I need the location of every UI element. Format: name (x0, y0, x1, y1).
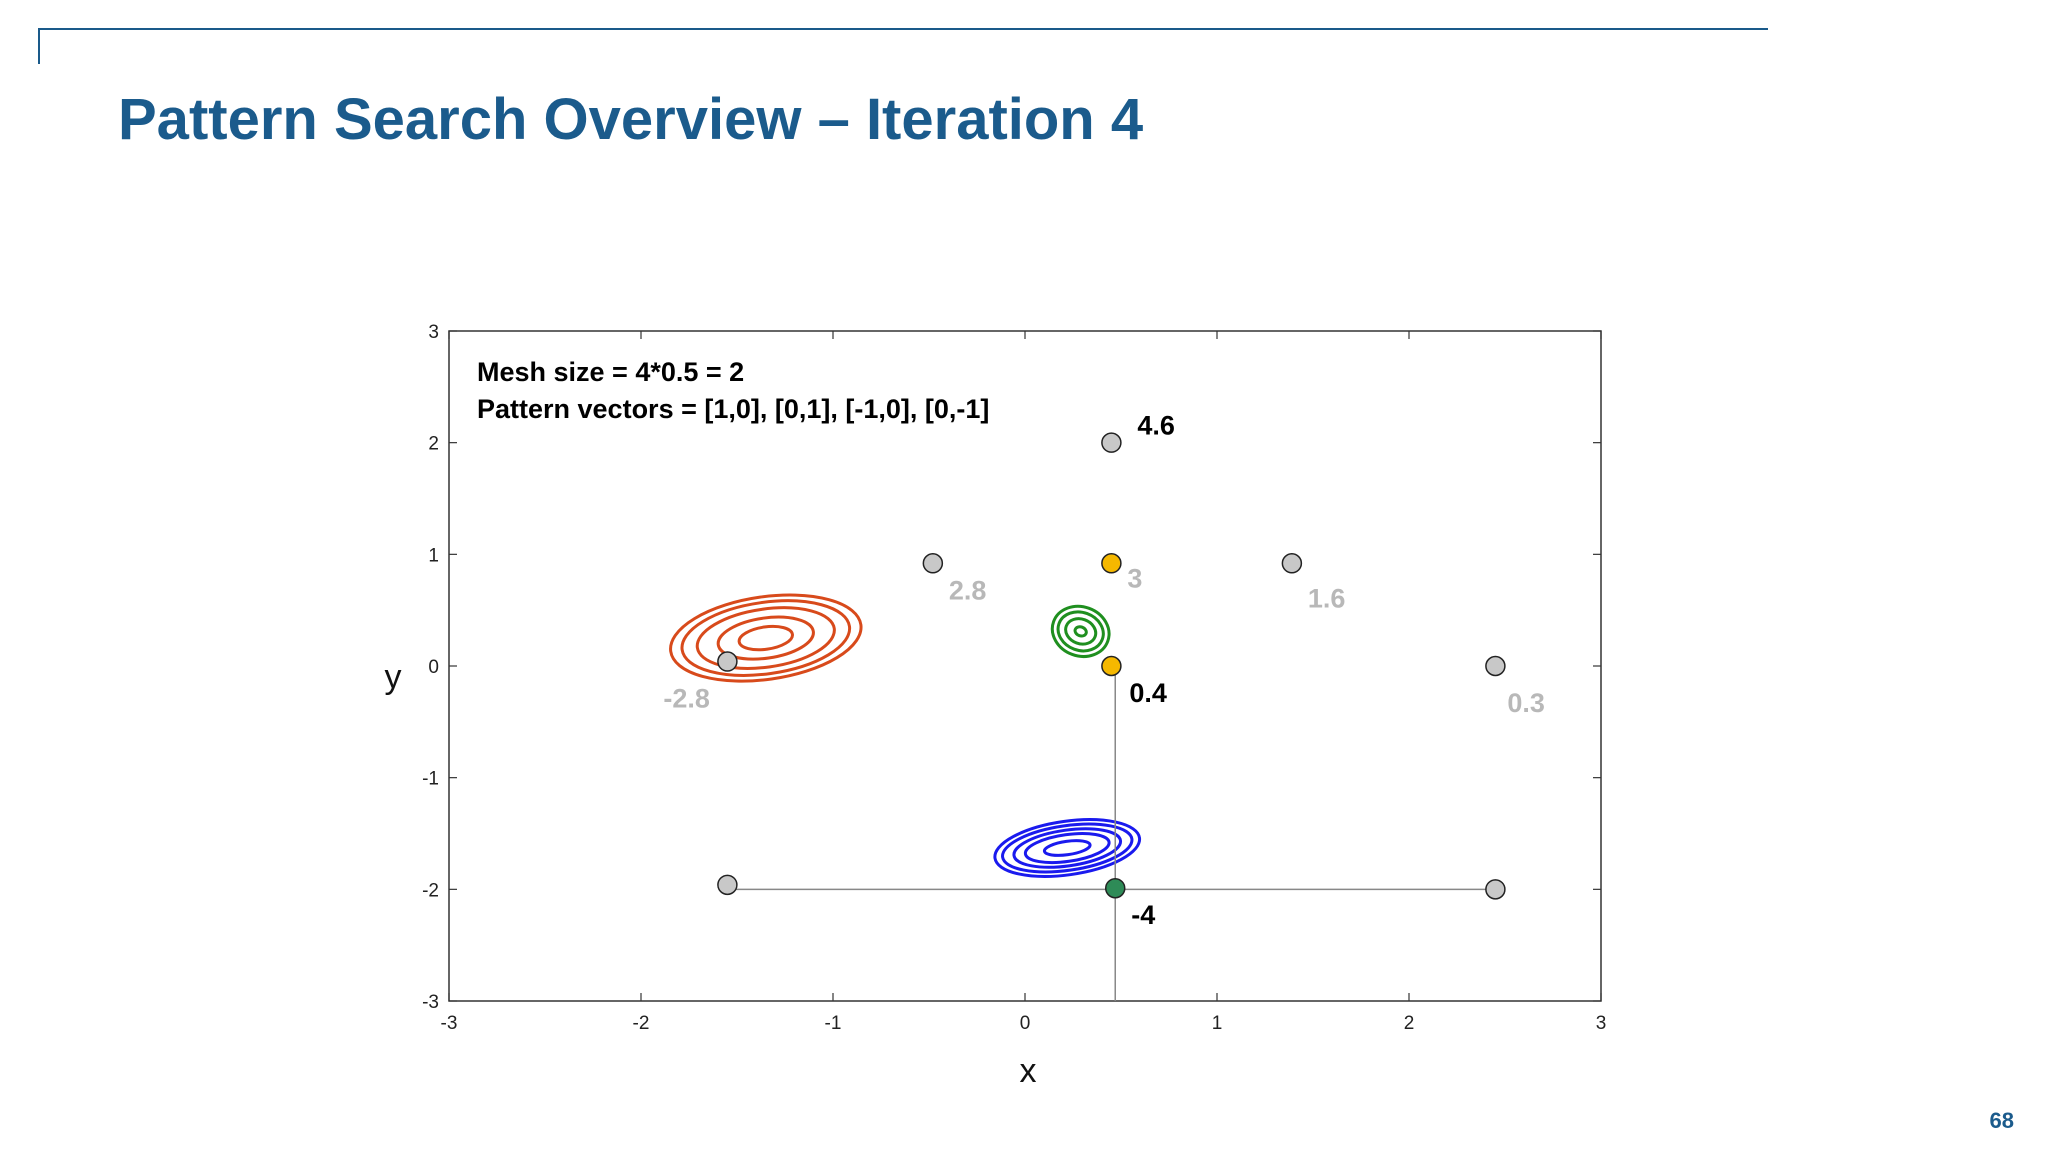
page-number: 68 (1989, 1108, 2014, 1133)
point-label: 3 (1127, 563, 1142, 593)
contour-ring (695, 606, 836, 670)
y-tick-label: -2 (422, 880, 439, 901)
point-label: 1.6 (1308, 583, 1346, 613)
contour-ring (1050, 604, 1111, 658)
point-label: 4.6 (1137, 411, 1175, 441)
y-tick-label: 1 (428, 545, 439, 566)
x-tick-labels: -3 -2 -1 0 1 2 3 (441, 1013, 1607, 1034)
contour-ring (716, 615, 815, 661)
pattern-vectors-annotation: Pattern vectors = [1,0], [0,1], [-1,0], … (477, 394, 989, 424)
contour-ring (993, 818, 1142, 878)
point-labels: 4.6 2.8 3 1.6 -2.8 0.4 0.3 -4 (663, 411, 1545, 931)
contour-ring (1042, 839, 1092, 857)
contour-ring (1023, 832, 1111, 865)
y-tick-label: 3 (428, 322, 439, 343)
contour-ring (1012, 827, 1123, 869)
contour-ring (1064, 617, 1098, 646)
y-tick-labels: 3 2 1 0 -1 -2 -3 (422, 322, 439, 1013)
mesh-point (1104, 877, 1126, 899)
mesh-point (1281, 553, 1303, 574)
mesh-point (717, 651, 738, 672)
x-tick-label: 2 (1404, 1013, 1415, 1034)
x-axis-label: x (1020, 1052, 1037, 1090)
mesh-point (922, 553, 944, 574)
x-tick-label: 3 (1596, 1013, 1607, 1034)
x-tick-label: 1 (1212, 1013, 1223, 1034)
mesh-size-annotation: Mesh size = 4*0.5 = 2 (477, 357, 744, 387)
mesh-point (1485, 879, 1506, 900)
point-label: 2.8 (949, 575, 987, 605)
top-rule (38, 28, 1768, 30)
point-label: 0.3 (1507, 688, 1545, 718)
mesh-point (1485, 655, 1506, 677)
point-label: 0.4 (1129, 678, 1167, 708)
y-tick-label: 0 (428, 657, 439, 678)
y-axis-label: y (385, 658, 402, 696)
contour-ring (1073, 625, 1088, 638)
slide-title: Pattern Search Overview – Iteration 4 (118, 87, 1144, 152)
top-rule-corner (38, 28, 40, 64)
contour-ring (680, 599, 852, 677)
y-tick-label: -1 (422, 769, 439, 790)
x-tick-label: -3 (441, 1013, 458, 1034)
mesh-point (1101, 655, 1122, 677)
axis-ticks (448, 330, 1602, 1002)
contour-ring (737, 624, 794, 652)
mesh-points (717, 432, 1506, 900)
x-tick-label: -2 (633, 1013, 650, 1034)
point-label: -4 (1131, 900, 1155, 930)
x-tick-label: 0 (1020, 1013, 1031, 1034)
contour-layer (669, 593, 1142, 878)
point-label: -2.8 (663, 684, 710, 714)
mesh-point (1101, 432, 1122, 453)
x-tick-label: -1 (825, 1013, 842, 1034)
mesh-point (1101, 553, 1122, 574)
plot-frame (448, 330, 1602, 1002)
y-tick-label: 2 (428, 434, 439, 455)
contour-ring (669, 593, 863, 683)
y-tick-label: -3 (422, 992, 439, 1013)
contour-ring (1056, 610, 1105, 653)
mesh-point (717, 874, 738, 896)
contour-ring (1001, 822, 1134, 874)
